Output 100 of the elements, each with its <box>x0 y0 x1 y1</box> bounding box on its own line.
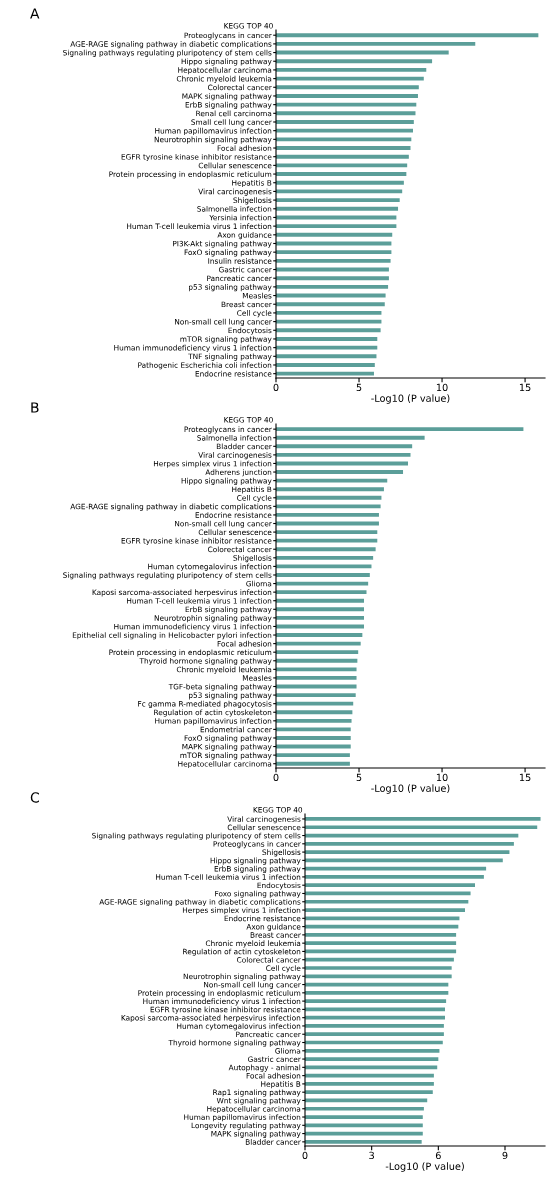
x-tick-label: 0 <box>273 383 279 392</box>
bar <box>276 154 409 159</box>
bar <box>276 555 374 560</box>
bar <box>276 102 417 107</box>
bar <box>276 444 413 449</box>
bar <box>276 727 351 732</box>
bar <box>276 85 419 90</box>
bar <box>276 59 433 64</box>
bar <box>276 232 393 237</box>
text: C <box>30 792 39 803</box>
x-tick-label: 5 <box>356 383 362 392</box>
bar <box>276 284 389 289</box>
bar <box>276 111 416 116</box>
bar <box>276 276 389 281</box>
bar <box>305 957 454 962</box>
bar <box>276 598 365 603</box>
bar <box>276 137 412 142</box>
bar <box>305 941 457 946</box>
x-tick-label: 3 <box>369 1151 374 1160</box>
bar <box>276 33 539 38</box>
bar <box>276 435 425 440</box>
bar <box>276 146 411 150</box>
bar <box>276 189 403 194</box>
bar <box>276 172 407 177</box>
bar <box>276 676 357 680</box>
bar <box>276 470 404 474</box>
bar <box>276 547 376 552</box>
bar <box>305 1024 444 1028</box>
bar <box>276 633 363 637</box>
bar <box>276 478 388 483</box>
bar <box>276 452 411 457</box>
bar <box>276 615 365 620</box>
bar <box>305 875 484 879</box>
bar <box>276 590 367 595</box>
bar <box>276 693 356 698</box>
bar <box>276 371 374 376</box>
bar <box>305 974 452 979</box>
bar <box>276 345 378 350</box>
bar <box>276 736 351 740</box>
bar <box>276 354 377 359</box>
bar <box>276 163 408 168</box>
bar <box>276 337 378 341</box>
bar <box>305 933 457 937</box>
bar <box>276 504 381 509</box>
bar <box>276 310 382 315</box>
bar <box>305 841 514 846</box>
bar <box>276 302 385 307</box>
bar <box>276 293 386 298</box>
x-tick-label: 6 <box>435 1151 441 1160</box>
bar <box>276 530 378 535</box>
bar <box>276 710 353 715</box>
bar <box>276 258 391 263</box>
bar <box>276 224 397 229</box>
bar <box>305 1115 423 1119</box>
x-axis-title: -Log10 (P value) <box>371 394 450 404</box>
x-tick-label: 0 <box>273 773 279 782</box>
bar <box>276 76 424 81</box>
bar <box>276 667 357 672</box>
bar <box>276 50 449 55</box>
bar <box>305 1032 444 1037</box>
x-axis-title: -Log10 (P value) <box>371 784 450 794</box>
bar <box>276 250 392 255</box>
bar <box>276 487 384 492</box>
bar <box>276 128 413 133</box>
x-tick-label: 9 <box>502 1151 508 1160</box>
bar <box>276 701 354 706</box>
bar <box>305 966 452 970</box>
bar <box>305 1082 434 1086</box>
bar <box>276 607 365 612</box>
bar <box>305 1065 438 1070</box>
bar <box>305 908 465 912</box>
bar <box>305 1057 439 1061</box>
bar <box>276 363 375 367</box>
bar <box>305 1106 424 1111</box>
x-tick-label: 15 <box>519 383 531 392</box>
bar <box>305 817 541 821</box>
bar <box>305 883 475 888</box>
bar <box>305 999 447 1003</box>
bar <box>305 1048 440 1053</box>
x-tick-label: 10 <box>436 773 448 782</box>
bar <box>276 564 372 569</box>
bar <box>276 215 397 220</box>
bar <box>276 658 358 663</box>
bar <box>305 850 510 854</box>
bar <box>305 990 449 995</box>
bar <box>276 495 382 500</box>
x-axis-title: -Log10 (P value) <box>385 1162 464 1172</box>
bar <box>305 899 469 904</box>
bar <box>276 120 414 124</box>
bar <box>276 206 399 211</box>
bar <box>305 1140 422 1144</box>
bar <box>276 761 350 766</box>
x-tick-label: 0 <box>302 1151 308 1160</box>
bar <box>305 1123 423 1128</box>
bar <box>276 67 427 72</box>
x-tick-label: 5 <box>356 773 362 782</box>
bar <box>305 825 538 830</box>
bar <box>276 538 378 543</box>
bar <box>276 718 352 723</box>
bar <box>276 328 381 333</box>
